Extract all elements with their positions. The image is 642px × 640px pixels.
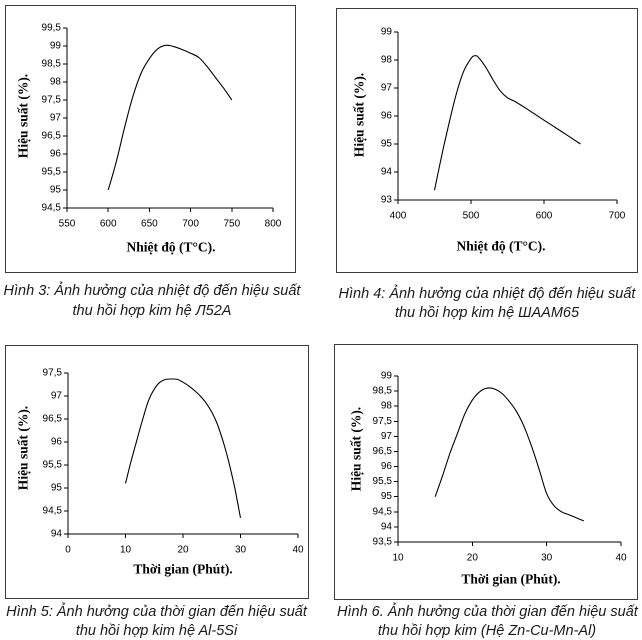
figure-6-chart-panel: 93,5 94 94,5 95 95,5 96 96,5 97 97,5 98 98,5 99 10 20… (334, 344, 638, 600)
caption-line-1: Hình 5: Ảnh hưởng của thời gian đến hiệu… (6, 604, 307, 620)
caption-line-2: thu hồi hợp kim hệ Л52A (72, 303, 232, 319)
x-tick-label: 40 (615, 553, 627, 564)
y-tick-label: 99 (381, 27, 393, 38)
y-tick-label: 99,5 (42, 23, 62, 34)
y-tick-label: 94,5 (42, 203, 62, 214)
x-axis-title: Nhiệt độ (T°C). (456, 239, 545, 254)
y-tick-label: 93 (381, 195, 393, 206)
y-tick-label: 93,5 (373, 537, 393, 548)
y-tick-label: 94,5 (373, 506, 393, 517)
figure-4-chart-panel: 93 94 95 96 97 98 99 400 500 600 700 Nhiệt độ (T°C)… (336, 8, 638, 273)
x-tick-label: 10 (120, 545, 132, 556)
y-tick-label: 99 (50, 41, 62, 52)
y-tick-label: 97 (51, 391, 63, 402)
x-tick-label: 800 (265, 219, 282, 230)
y-axis-title: Hiệu suất (%). (16, 74, 31, 158)
y-tick-label: 98 (381, 401, 393, 412)
figure-5-chart-panel: 94 94,5 95 95,5 96 96,5 97 97,5 0 10 20 30 40 Thời gi… (5, 345, 309, 599)
y-tick-label: 94 (381, 167, 393, 178)
caption-line-1: Hình 4: Ảnh hưởng của nhiệt độ đến hiệu … (338, 286, 636, 302)
y-tick-label: 95,5 (42, 167, 62, 178)
x-tick-label: 700 (182, 219, 199, 230)
figure-4-caption: Hình 4: Ảnh hưởng của nhiệt độ đến hiệu … (337, 285, 637, 323)
figure-3-plot: 94,5 95 95,5 96 96,5 97 97,5 98 98,5 99 99,5 550 600… (16, 23, 282, 255)
y-tick-label: 96,5 (43, 414, 63, 425)
y-tick-label: 97 (381, 83, 393, 94)
y-tick-label: 97,5 (373, 416, 393, 427)
figure-4-plot: 93 94 95 96 97 98 99 400 500 600 700 Nhiệt độ (T°C)… (352, 27, 626, 254)
series-line (434, 387, 585, 522)
y-tick-label: 97,5 (42, 95, 62, 106)
x-tick-label: 500 (463, 211, 480, 222)
y-tick-label: 97,5 (43, 368, 63, 379)
figure-5-plot: 94 94,5 95 95,5 96 96,5 97 97,5 0 10 20 30 40 Thời gi… (16, 368, 304, 577)
y-tick-label: 95 (381, 139, 393, 150)
y-tick-label: 95,5 (373, 476, 393, 487)
caption-line-1: Hình 6. Ảnh hưởng của thời gian đến hiệu… (337, 604, 638, 620)
x-tick-label: 0 (65, 545, 71, 556)
y-tick-label: 98 (50, 77, 62, 88)
figure-6-plot: 93,5 94 94,5 95 95,5 96 96,5 97 97,5 98 98,5 99 10 20… (349, 371, 627, 587)
y-tick-label: 94,5 (43, 506, 63, 517)
y-tick-label: 96 (381, 111, 393, 122)
x-tick-label: 10 (392, 553, 404, 564)
y-tick-label: 97 (50, 113, 62, 124)
caption-line-2: thu hồi hợp kim (Hệ Zn-Cu-Mn-Al) (377, 622, 597, 639)
series-line (124, 378, 242, 519)
y-tick-label: 98,5 (373, 386, 393, 397)
caption-line-2: thu hồi hợp kim hệ ШAAM65 (394, 305, 580, 321)
x-tick-label: 20 (467, 553, 479, 564)
y-tick-label: 95 (50, 185, 62, 196)
x-tick-label: 400 (390, 211, 407, 222)
x-tick-label: 600 (100, 219, 117, 230)
x-axis-title: Thời gian (Phút). (133, 562, 232, 577)
x-tick-label: 550 (59, 219, 76, 230)
figure-6-caption: Hình 6. Ảnh hưởng của thời gian đến hiệu… (337, 603, 638, 640)
y-tick-label: 96,5 (42, 131, 62, 142)
x-tick-label: 30 (235, 545, 247, 556)
y-tick-label: 95,5 (43, 460, 63, 471)
y-axis-title: Hiệu suất (%). (349, 407, 364, 491)
y-axis-title: Hiệu suất (%). (16, 406, 31, 490)
y-tick-label: 97 (381, 431, 393, 442)
x-tick-label: 20 (177, 545, 189, 556)
y-tick-label: 99 (381, 371, 393, 382)
x-axis-title: Thời gian (Phút). (461, 572, 560, 587)
y-tick-label: 94 (51, 529, 63, 540)
x-tick-label: 700 (609, 211, 626, 222)
x-tick-label: 750 (223, 219, 240, 230)
y-tick-label: 98,5 (42, 59, 62, 70)
x-tick-label: 600 (536, 211, 553, 222)
y-tick-label: 96 (381, 461, 393, 472)
series-line (433, 55, 581, 191)
series-line (107, 44, 233, 191)
y-tick-label: 95 (381, 491, 393, 502)
y-tick-label: 95 (51, 483, 63, 494)
caption-line-1: Hình 3: Ảnh hưởng của nhiệt độ đến hiệu … (3, 283, 301, 299)
figure-3-caption: Hình 3: Ảnh hưởng của nhiệt độ đến hiệu … (2, 281, 302, 321)
y-tick-label: 96 (51, 437, 63, 448)
caption-line-2: thu hồi hợp kim hệ Al-5Si (75, 622, 238, 639)
x-tick-label: 650 (141, 219, 158, 230)
x-axis-title: Nhiệt độ (T°C). (126, 240, 215, 255)
y-axis-title: Hiệu suất (%). (352, 73, 367, 157)
x-tick-label: 30 (541, 553, 553, 564)
figure-3-chart-panel: 94,5 95 95,5 96 96,5 97 97,5 98 98,5 99 99,5 550 600… (5, 5, 296, 273)
x-tick-label: 40 (292, 545, 304, 556)
y-tick-label: 94 (381, 521, 393, 532)
y-tick-label: 98 (381, 55, 393, 66)
figure-5-caption: Hình 5: Ảnh hưởng của thời gian đến hiệu… (5, 603, 308, 640)
y-tick-label: 96 (50, 149, 62, 160)
y-tick-label: 96,5 (373, 446, 393, 457)
